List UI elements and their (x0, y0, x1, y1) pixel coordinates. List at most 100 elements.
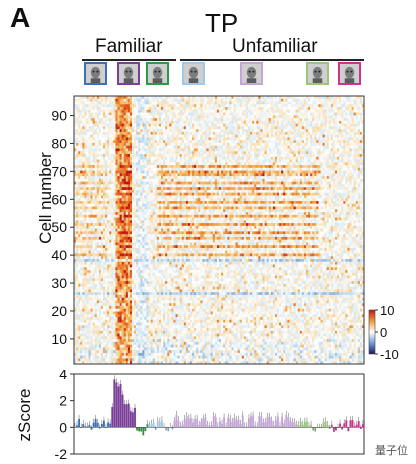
heatmap-cell (119, 173, 122, 177)
heatmap-cell (90, 101, 93, 105)
heatmap-cell (241, 120, 245, 124)
heatmap-cell (262, 148, 265, 152)
heatmap-cell (208, 173, 212, 177)
heatmap-cell (227, 96, 230, 100)
heatmap-cell (345, 170, 348, 174)
heatmap-cell (231, 165, 234, 169)
heatmap-cell (113, 170, 116, 174)
heatmap-cell (351, 170, 354, 174)
heatmap-cell (308, 120, 311, 124)
heatmap-cell (94, 173, 98, 177)
heatmap-cell (347, 159, 350, 163)
heatmap-cell (127, 134, 131, 138)
heatmap-cell (187, 192, 191, 196)
heatmap-cell (260, 123, 263, 127)
heatmap-cell (183, 167, 187, 171)
heatmap-cell (125, 165, 129, 169)
heatmap-cell (76, 159, 79, 163)
heatmap-cell (299, 112, 303, 116)
heatmap-cell (274, 165, 278, 169)
heatmap-cell (208, 131, 212, 135)
heatmap-cell (88, 126, 91, 130)
heatmap-cell (90, 184, 93, 188)
heatmap-cell (349, 189, 352, 193)
heatmap-cell (173, 192, 176, 196)
heatmap-cell (318, 187, 321, 191)
heatmap-cell (113, 187, 116, 191)
heatmap-cell (287, 126, 290, 130)
heatmap-cell (297, 148, 301, 152)
heatmap-cell (185, 104, 189, 108)
heatmap-cell (78, 96, 81, 100)
heatmap-cell (105, 123, 108, 127)
heatmap-cell (115, 156, 118, 160)
heatmap-cell (132, 101, 135, 105)
heatmap-cell (98, 126, 102, 130)
heatmap-cell (169, 162, 172, 166)
heatmap-cell (270, 173, 274, 177)
heatmap-cell (169, 118, 172, 122)
heatmap-cell (127, 104, 131, 108)
heatmap-cell (181, 120, 185, 124)
heatmap-cell (200, 187, 203, 191)
heatmap-cell (351, 98, 354, 102)
heatmap-cell (107, 112, 110, 116)
heatmap-cell (239, 98, 243, 102)
heatmap-cell (258, 101, 261, 105)
heatmap-cell (202, 120, 205, 124)
heatmap-cell (316, 109, 319, 113)
heatmap-cell (322, 145, 325, 149)
heatmap-cell (132, 142, 135, 147)
heatmap-cell (223, 101, 226, 105)
heatmap-cell (274, 170, 278, 174)
heatmap-cell (179, 192, 183, 196)
heatmap-cell (229, 126, 232, 130)
heatmap-cell (351, 181, 354, 185)
heatmap-cell (100, 145, 104, 149)
heatmap-cell (183, 156, 187, 160)
heatmap-cell (212, 165, 216, 169)
heatmap-cell (204, 173, 207, 177)
heatmap-cell (339, 131, 342, 135)
heatmap-cell (359, 101, 363, 105)
heatmap-cell (111, 187, 114, 191)
heatmap-cell (272, 131, 276, 135)
heatmap-cell (239, 176, 243, 180)
heatmap-cell (82, 159, 85, 163)
heatmap-cell (194, 107, 197, 111)
heatmap-cell (202, 154, 205, 158)
heatmap-cell (210, 159, 214, 163)
heatmap-cell (115, 187, 118, 191)
heatmap-cell (185, 137, 189, 141)
heatmap-cell (136, 129, 139, 133)
heatmap-cell (223, 165, 226, 169)
heatmap-cell (161, 96, 164, 100)
heatmap-cell (237, 112, 241, 116)
heatmap-cell (140, 145, 143, 149)
heatmap-cell (355, 123, 359, 127)
heatmap-cell (264, 118, 267, 122)
heatmap-cell (179, 129, 183, 133)
heatmap-cell (208, 137, 212, 141)
heatmap-cell (303, 107, 307, 111)
heatmap-cell (206, 104, 209, 108)
heatmap-cell (105, 167, 108, 171)
heatmap-cell (359, 134, 363, 138)
heatmap-cell (258, 137, 261, 141)
heatmap-cell (289, 118, 292, 122)
heatmap-cell (279, 162, 282, 166)
heatmap-cell (283, 151, 286, 155)
heatmap-cell (177, 170, 180, 174)
heatmap-cell (306, 134, 309, 138)
heatmap-cell (152, 131, 156, 135)
heatmap-cell (254, 126, 257, 130)
heatmap-cell (175, 96, 178, 100)
heatmap-cell (125, 159, 129, 163)
heatmap-cell (111, 123, 114, 127)
heatmap-cell (272, 109, 276, 113)
heatmap-cell (136, 112, 139, 116)
heatmap-cell (82, 154, 85, 158)
heatmap-cell (94, 118, 98, 122)
heatmap-cell (129, 137, 133, 141)
heatmap-cell (94, 148, 98, 152)
